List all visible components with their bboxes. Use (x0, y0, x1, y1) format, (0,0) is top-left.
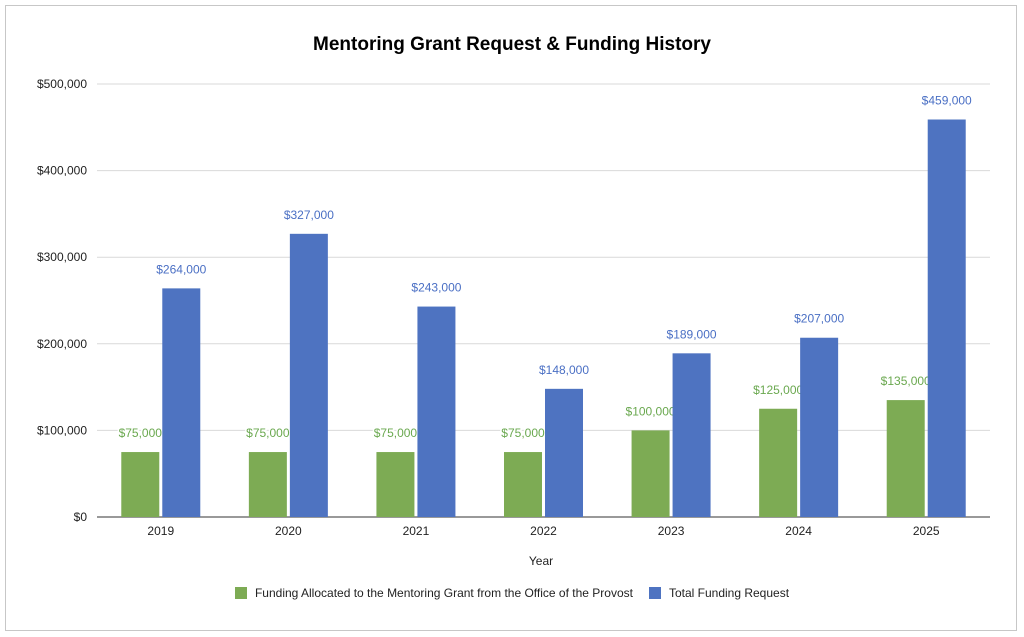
x-tick-label: 2021 (403, 524, 430, 538)
data-label-funding-allocated: $135,000 (881, 374, 931, 388)
x-tick-label: 2020 (275, 524, 302, 538)
data-label-total-request: $148,000 (539, 363, 589, 377)
legend-label-funding-allocated: Funding Allocated to the Mentoring Grant… (254, 586, 633, 600)
bar-total-request (417, 306, 456, 517)
y-tick-label: $300,000 (37, 250, 87, 264)
data-label-total-request: $189,000 (667, 327, 717, 341)
y-tick-label: $100,000 (37, 423, 87, 437)
data-label-funding-allocated: $75,000 (501, 426, 545, 440)
y-tick-label: $400,000 (37, 164, 87, 178)
x-axis-tick-labels: 2019 2020 2021 2022 2023 2024 2025 (147, 524, 939, 538)
x-tick-label: 2023 (658, 524, 685, 538)
gridlines (97, 83, 990, 518)
x-tick-label: 2024 (785, 524, 812, 538)
chart-title: Mentoring Grant Request & Funding Histor… (313, 34, 711, 55)
bar-funding-allocated (376, 452, 415, 517)
data-label-funding-allocated: $75,000 (246, 426, 290, 440)
chart-border (5, 5, 1017, 631)
y-tick-label: $500,000 (37, 77, 87, 91)
bar-funding-allocated (121, 452, 160, 517)
data-label-funding-allocated: $125,000 (753, 383, 803, 397)
bar-total-request (800, 337, 839, 517)
bar-total-request (672, 353, 711, 517)
legend-item-funding-allocated: Funding Allocated to the Mentoring Grant… (234, 586, 633, 600)
y-tick-label: $200,000 (37, 337, 87, 351)
bar-total-request (162, 288, 201, 517)
data-label-total-request: $327,000 (284, 208, 334, 222)
legend-label-total-request: Total Funding Request (668, 586, 790, 600)
data-label-total-request: $459,000 (922, 94, 972, 108)
bar-funding-allocated (504, 452, 542, 517)
bar-funding-allocated (631, 430, 670, 517)
bar-total-request (927, 119, 966, 518)
legend-swatch-green (234, 587, 247, 599)
bar-total-request (289, 233, 328, 517)
x-tick-label: 2025 (913, 524, 940, 538)
bar-series: $75,000 $264,000 $75,000 $327,000 $75,000 $24… (117, 92, 974, 518)
data-label-funding-allocated: $100,000 (626, 404, 676, 418)
data-label-funding-allocated: $75,000 (374, 426, 418, 440)
data-label-total-request: $243,000 (411, 281, 461, 295)
x-tick-label: 2019 (147, 524, 174, 538)
legend: Funding Allocated to the Mentoring Grant… (0, 586, 1024, 600)
data-label-funding-allocated: $75,000 (119, 426, 163, 440)
data-label-total-request: $207,000 (794, 312, 844, 326)
bar-funding-allocated (248, 452, 287, 517)
bar-funding-allocated (759, 408, 798, 517)
data-label-total-request: $264,000 (156, 262, 206, 276)
y-axis-tick-labels: $0 $100,000 $200,000 $300,000 $400,000 $500,0… (37, 77, 87, 524)
legend-swatch-blue (648, 587, 661, 599)
y-tick-label: $0 (74, 510, 88, 524)
bar-total-request (545, 388, 583, 517)
legend-item-total-request: Total Funding Request (648, 586, 790, 600)
x-axis-title: Year (529, 554, 553, 568)
bar-funding-allocated (886, 400, 925, 517)
x-tick-label: 2022 (530, 524, 557, 538)
